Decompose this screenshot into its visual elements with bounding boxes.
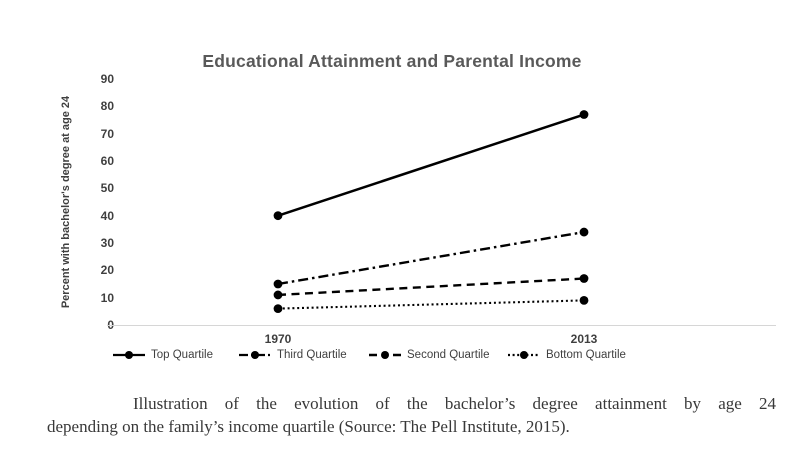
y-tick-label-60: 60 [100,154,114,168]
y-tick-label-10: 10 [100,290,114,305]
chart-title: Educational Attainment and Parental Inco… [202,51,582,71]
y-tick-label-80: 80 [100,99,114,114]
legend-swatch-solid-icon [113,351,145,359]
legend-swatch-dash-dot-icon [239,351,271,359]
y-tick-label-90: 90 [100,72,114,86]
x-tick-label-1970: 1970 [264,332,292,346]
series-line-second-quartile [277,277,585,297]
legend-item-bottom-quartile: Bottom Quartile [507,347,626,363]
legend-label-third-quartile: Third Quartile [277,349,347,361]
legend-label-top-quartile: Top Quartile [151,349,214,361]
y-axis-title: Percent with bachelor's degree at age 24 [60,95,72,309]
series-line-third-quartile [277,230,585,286]
caption-line-2: depending on the family’s income quartil… [47,417,570,436]
legend-label-bottom-quartile: Bottom Quartile [546,349,626,361]
figure-caption: Illustration of the evolution of the bac… [47,392,776,438]
caption-line-1: Illustration of the evolution of the bac… [133,394,776,413]
y-tick-label-70: 70 [100,126,114,141]
marker-second-quartile-1970 [273,290,283,300]
y-tick-label-40: 40 [100,208,114,223]
y-tick-label-50: 50 [100,181,114,196]
legend-item-top-quartile: Top Quartile [112,347,213,363]
marker-bottom-quartile-2013 [579,296,589,305]
series-line-bottom-quartile [277,299,585,310]
series-line-top-quartile [277,113,585,217]
legend-label-second-quartile: Second Quartile [407,349,490,361]
marker-second-quartile-2013 [579,274,589,283]
legend-item-third-quartile: Third Quartile [238,347,347,363]
marker-top-quartile-2013 [579,110,589,119]
legend-swatch-dashed-icon [369,351,401,359]
marker-third-quartile-1970 [273,279,283,289]
marker-top-quartile-1970 [273,211,283,221]
y-tick-label-30: 30 [100,236,114,250]
legend-item-second-quartile: Second Quartile [368,347,489,363]
marker-bottom-quartile-1970 [273,304,283,313]
marker-third-quartile-2013 [579,227,589,237]
y-tick-label-20: 20 [100,263,114,278]
x-tick-label-2013: 2013 [570,332,598,346]
x-axis-line [107,325,776,326]
chart-legend: Top Quartile Third Quartile Second Quartil… [0,347,790,365]
legend-swatch-dotted-icon [508,351,540,359]
